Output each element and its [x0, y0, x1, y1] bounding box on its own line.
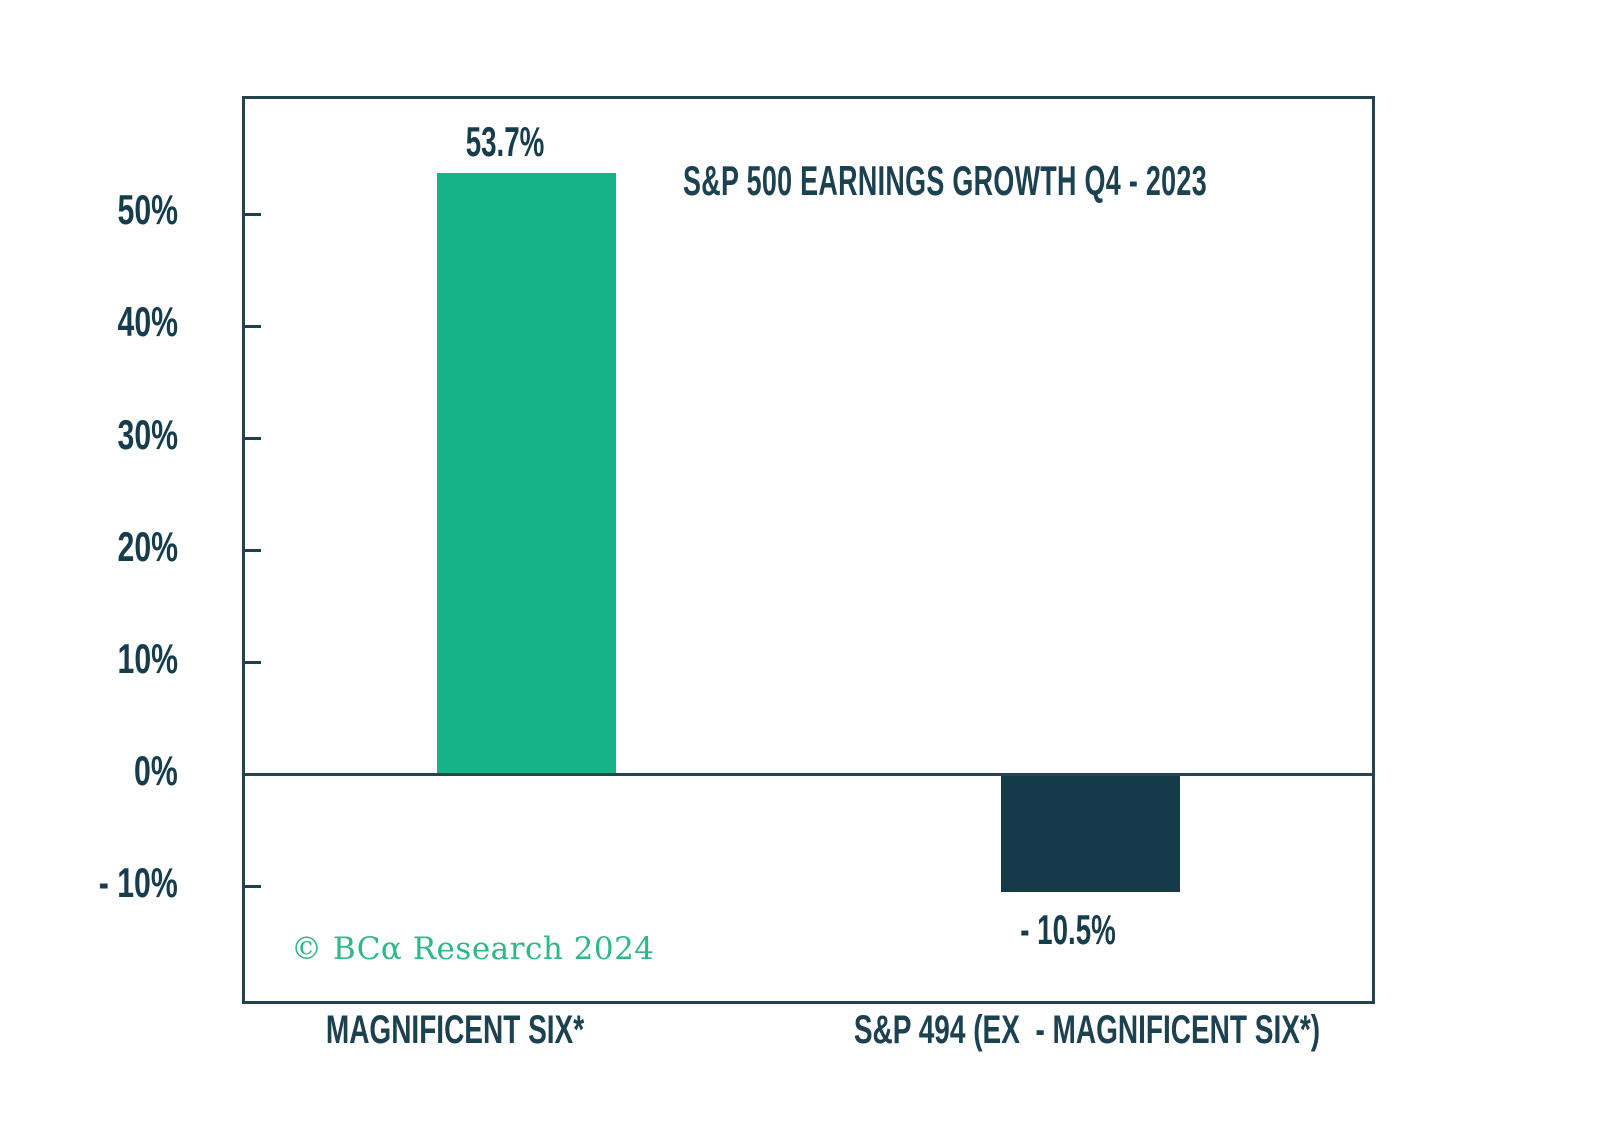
bar-2	[1000, 774, 1180, 893]
bars-layer: 53.7% - 10.5%	[245, 99, 1372, 1001]
y-axis-labels: 50% 40% 30% 20% 10% 0% - 10%	[0, 96, 178, 1004]
y-tick-mark	[245, 437, 261, 440]
y-tick-label: 50%	[117, 186, 178, 234]
y-tick-label: 40%	[117, 298, 178, 346]
x-axis-labels: MAGNIFICENT SIX* S&P 494 (EX - MAGNIFICEN…	[242, 1008, 1375, 1068]
y-tick-label: - 10%	[99, 858, 178, 906]
copyright-text: © BCα Research 2024	[291, 931, 655, 967]
y-tick-mark	[245, 885, 261, 889]
x-category-label: MAGNIFICENT SIX*	[325, 1008, 584, 1052]
y-tick-mark	[245, 661, 261, 665]
bar-1	[437, 172, 617, 775]
y-tick-mark	[245, 212, 261, 216]
bar-value-label: 53.7%	[465, 117, 545, 165]
y-tick-label: 20%	[117, 522, 178, 570]
chart-title-text: S&P 500 EARNINGS GROWTH Q4 - 2023	[683, 157, 1207, 204]
x-category-label: S&P 494 (EX - MAGNIFICENT SIX*)	[854, 1008, 1321, 1052]
y-tick-label: 10%	[117, 634, 178, 682]
plot-area: S&P 500 EARNINGS GROWTH Q4 - 2023 53.7% -…	[242, 96, 1375, 1004]
y-tick-label: 30%	[117, 410, 178, 458]
y-tick-label: 0%	[134, 746, 178, 794]
chart-title: S&P 500 EARNINGS GROWTH Q4 - 2023	[536, 157, 1355, 205]
bar-value-label: - 10.5%	[1020, 906, 1117, 954]
y-tick-mark	[245, 549, 261, 553]
y-tick-mark	[245, 324, 261, 328]
zero-axis-line	[245, 773, 1372, 777]
ticks-layer	[245, 99, 1372, 1001]
